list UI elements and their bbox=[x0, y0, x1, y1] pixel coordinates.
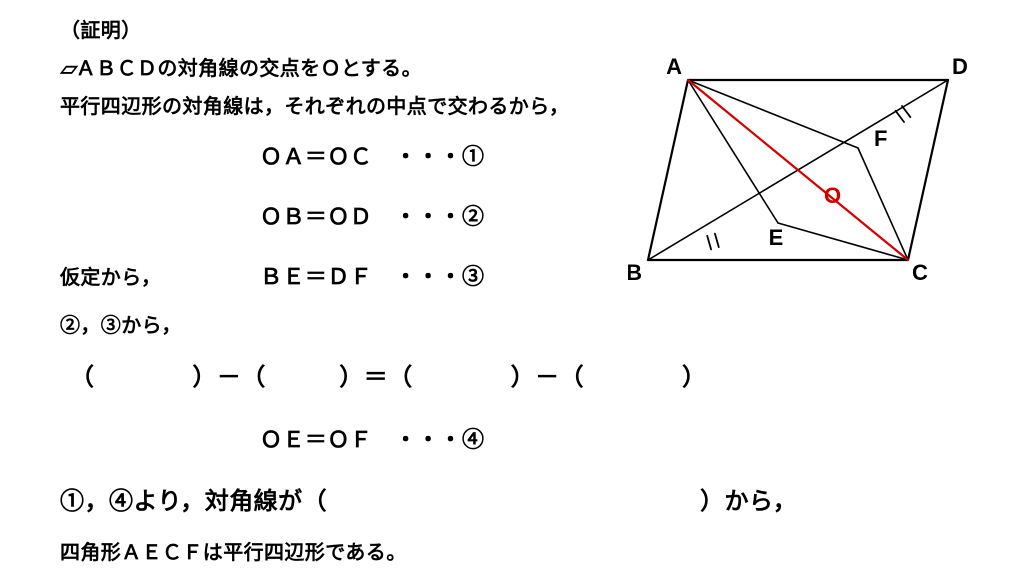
svg-text:D: D bbox=[952, 54, 968, 79]
svg-text:F: F bbox=[874, 126, 887, 151]
blank-equation: （ ）－（ ）＝（ ）－（ ） bbox=[60, 355, 964, 401]
svg-text:A: A bbox=[666, 54, 682, 79]
svg-text:E: E bbox=[769, 225, 784, 250]
geometry-figure: A D B C E F O bbox=[628, 50, 978, 300]
svg-text:C: C bbox=[912, 260, 928, 285]
parallelogram-glyph: ▱ bbox=[60, 58, 76, 80]
proof-heading: （証明） bbox=[60, 12, 964, 50]
equation-3: ＢＥ＝ＤＦ ・・・③ bbox=[260, 256, 484, 298]
equation-4: ＯＥ＝ＯＦ ・・・④ bbox=[60, 419, 964, 461]
svg-text:B: B bbox=[628, 260, 642, 285]
conclusion-line: ①，④より，対角線が（ ）から， bbox=[60, 479, 964, 525]
final-line: 四角形ＡＥＣＦは平行四辺形である。 bbox=[60, 534, 964, 572]
svg-text:O: O bbox=[824, 183, 841, 208]
proof-line-3: 仮定から， bbox=[60, 259, 260, 297]
proof-line-4: ②，③から， bbox=[60, 307, 964, 345]
